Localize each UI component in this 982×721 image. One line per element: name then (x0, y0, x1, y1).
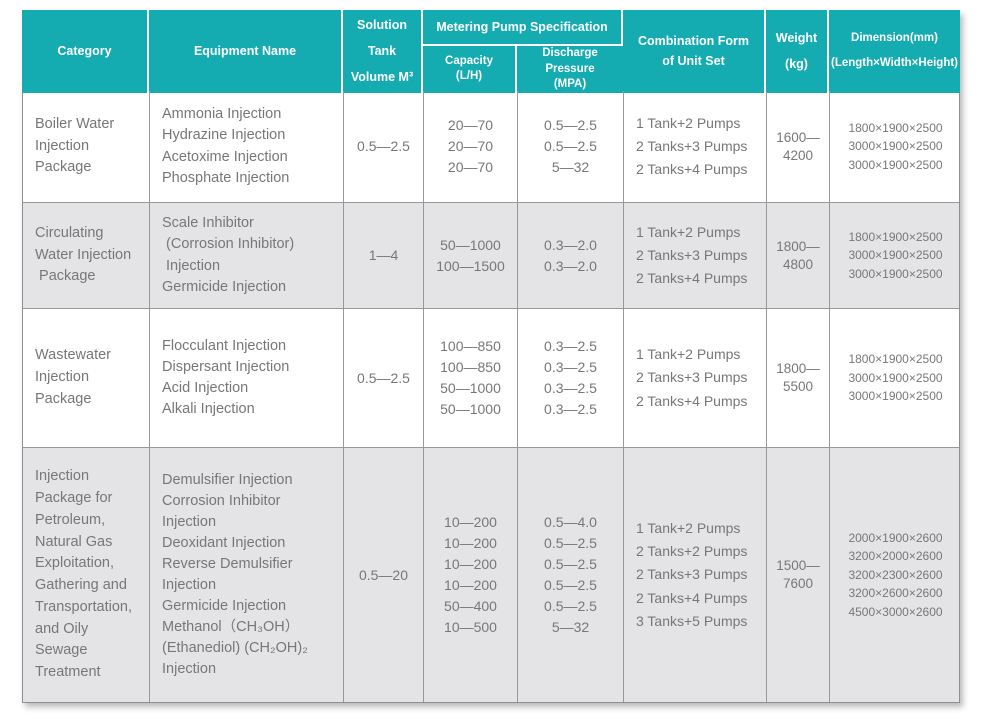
header-cell-weight: Weight (kg) (766, 10, 829, 93)
table-header: Category Equipment Name Solution Tank Vo… (22, 10, 960, 93)
header-group-metering-pump-spec: Metering Pump Specification Capacity (L/… (423, 10, 623, 93)
header-cell-combination-form: Combination Form of Unit Set (623, 10, 766, 93)
table-row-circulating-water: Circulating Water Injection Package Scal… (23, 202, 959, 308)
spec-table: Category Equipment Name Solution Tank Vo… (22, 10, 960, 703)
cell-weight: 1800— 5500 (767, 309, 830, 447)
cell-combination: 1 Tank+2 Pumps 2 Tanks+2 Pumps 2 Tanks+3… (624, 448, 767, 702)
cell-equipment-name: Ammonia Injection Hydrazine Injection Ac… (150, 91, 344, 202)
cell-equipment-name: Flocculant Injection Dispersant Injectio… (150, 309, 344, 447)
cell-equipment-name: Demulsifier Injection Corrosion Inhibito… (150, 448, 344, 702)
table-body: Boiler Water Injection Package Ammonia I… (22, 90, 960, 703)
cell-discharge: 0.5—2.5 0.5—2.5 5—32 (518, 91, 624, 202)
cell-tank-volume: 0.5—20 (344, 448, 424, 702)
cell-tank-volume: 0.5—2.5 (344, 309, 424, 447)
cell-discharge: 0.3—2.5 0.3—2.5 0.3—2.5 0.3—2.5 (518, 309, 624, 447)
header-cell-capacity: Capacity (L/H) (423, 46, 517, 93)
cell-capacity: 10—200 10—200 10—200 10—200 50—400 10—50… (424, 448, 518, 702)
cell-category: Injection Package for Petroleum, Natural… (23, 448, 150, 702)
cell-category: Wastewater Injection Package (23, 309, 150, 447)
cell-weight: 1800— 4800 (767, 203, 830, 308)
header-cell-dimension: Dimension(mm) (Length×Width×Height) (829, 10, 960, 93)
header-cell-metering-pump-spec: Metering Pump Specification (423, 10, 621, 46)
cell-capacity: 20—70 20—70 20—70 (424, 91, 518, 202)
cell-dimension: 2000×1900×2600 3200×2000×2600 3200×2300×… (848, 530, 943, 619)
cell-capacity: 50—1000 100—1500 (424, 203, 518, 308)
header-cell-category: Category (22, 10, 149, 93)
cell-combination: 1 Tank+2 Pumps 2 Tanks+3 Pumps 2 Tanks+4… (624, 309, 767, 447)
header-cell-equipment-name: Equipment Name (149, 10, 343, 93)
table-row-petroleum-injection: Injection Package for Petroleum, Natural… (23, 447, 959, 702)
cell-combination: 1 Tank+2 Pumps 2 Tanks+3 Pumps 2 Tanks+4… (624, 203, 767, 308)
cell-dimension: 1800×1900×2500 3000×1900×2500 3000×1900×… (848, 229, 943, 281)
cell-weight: 1600— 4200 (767, 91, 830, 202)
table-row-wastewater: Wastewater Injection Package Flocculant … (23, 308, 959, 447)
cell-category: Circulating Water Injection Package (23, 203, 150, 308)
cell-weight: 1500— 7600 (767, 448, 830, 702)
cell-tank-volume: 1—4 (344, 203, 424, 308)
cell-category: Boiler Water Injection Package (23, 91, 150, 202)
header-cell-solution-tank-volume: Solution Tank Volume M³ (343, 10, 423, 93)
cell-dimension: 1800×1900×2500 3000×1900×2500 3000×1900×… (848, 120, 943, 172)
header-cell-discharge-pressure: Discharge Pressure (MPA) (517, 46, 623, 93)
cell-dimension: 1800×1900×2500 3000×1900×2500 3000×1900×… (848, 352, 943, 404)
cell-discharge: 0.5—4.0 0.5—2.5 0.5—2.5 0.5—2.5 0.5—2.5 … (518, 448, 624, 702)
cell-combination: 1 Tank+2 Pumps 2 Tanks+3 Pumps 2 Tanks+4… (624, 91, 767, 202)
table-row-boiler-water: Boiler Water Injection Package Ammonia I… (23, 91, 959, 202)
cell-tank-volume: 0.5—2.5 (344, 91, 424, 202)
cell-discharge: 0.3—2.0 0.3—2.0 (518, 203, 624, 308)
header-subrow: Capacity (L/H) Discharge Pressure (MPA) (423, 46, 623, 93)
cell-equipment-name: Scale Inhibitor (Corrosion Inhibitor) In… (150, 203, 344, 308)
cell-capacity: 100—850 100—850 50—1000 50—1000 (424, 309, 518, 447)
